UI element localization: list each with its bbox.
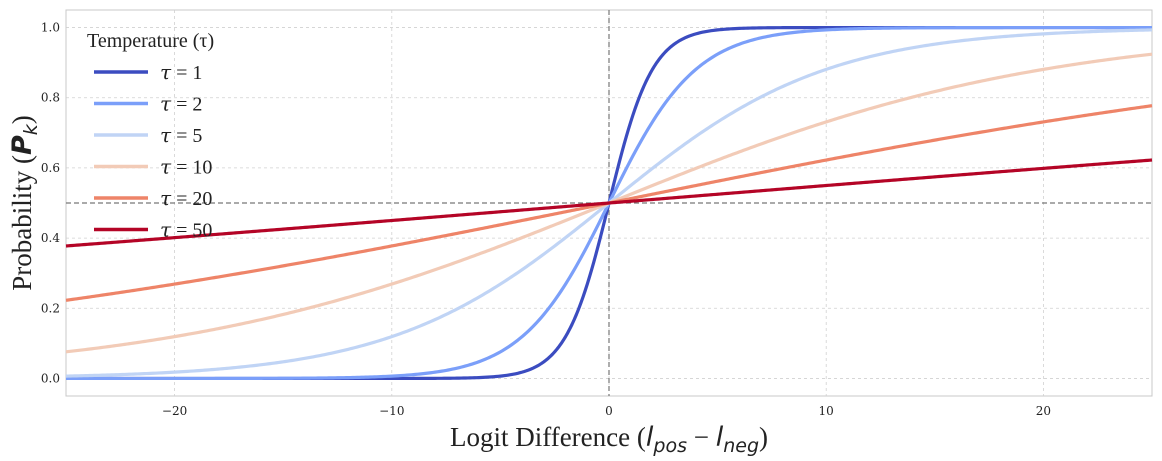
legend-label-50: τ = 50: [160, 218, 212, 242]
y-tick-label: 0.8: [41, 91, 60, 105]
x-axis: −20 −10 0 10 20: [162, 404, 1051, 418]
legend-label-20: τ = 20: [160, 186, 212, 210]
legend-label-10: τ = 10: [160, 155, 212, 179]
x-tick-label: 0: [605, 404, 613, 418]
y-tick-label: 0.6: [41, 161, 60, 175]
legend-label-5: τ = 5: [160, 123, 202, 147]
y-tick-label: 0.4: [41, 231, 60, 245]
x-tick-label: −20: [162, 404, 187, 418]
y-tick-label: 1.0: [41, 21, 60, 35]
x-axis-label: Logit Difference (lpos − lneg): [450, 422, 768, 457]
x-tick-label: 20: [1036, 404, 1051, 418]
y-tick-label: 0.0: [41, 371, 60, 385]
legend-label-2: τ = 2: [160, 92, 202, 116]
legend: Temperature (τ) τ = 1 τ = 2 τ = 5 τ = 10 τ =…: [87, 30, 214, 242]
y-tick-label: 0.2: [41, 301, 60, 315]
series-group: [65, 25, 1153, 381]
x-tick-label: 10: [819, 404, 834, 418]
series-line-50: [65, 158, 1153, 248]
x-tick-label: −10: [379, 404, 404, 418]
legend-label-1: τ = 1: [160, 60, 202, 84]
y-axis-label: Probability (Pk): [7, 115, 42, 291]
legend-title: Temperature (τ): [87, 30, 214, 52]
y-axis: 0.0 0.2 0.4 0.6 0.8 1.0: [41, 21, 60, 386]
